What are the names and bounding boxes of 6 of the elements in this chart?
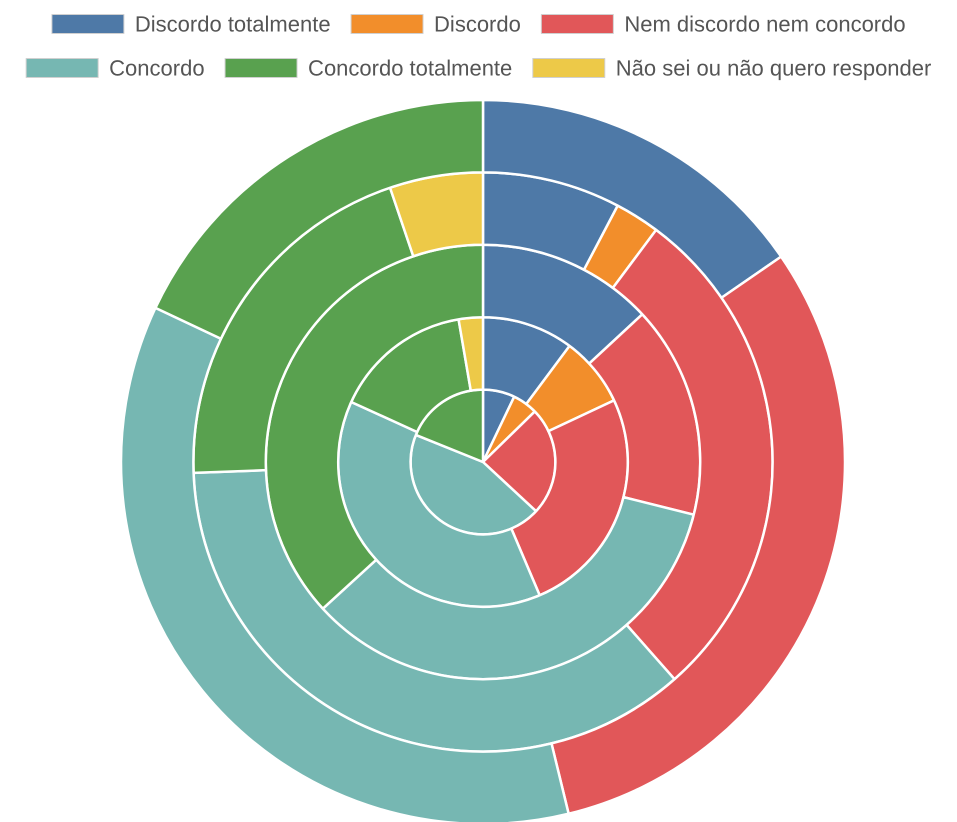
legend-label: Não sei ou não quero responder bbox=[616, 56, 932, 80]
legend-label: Discordo totalmente bbox=[134, 12, 331, 36]
legend-label: Concordo totalmente bbox=[308, 56, 512, 80]
legend-label: Nem discordo nem concordo bbox=[624, 12, 906, 36]
legend-label: Discordo bbox=[434, 12, 521, 36]
legend-label: Concordo bbox=[109, 56, 205, 80]
